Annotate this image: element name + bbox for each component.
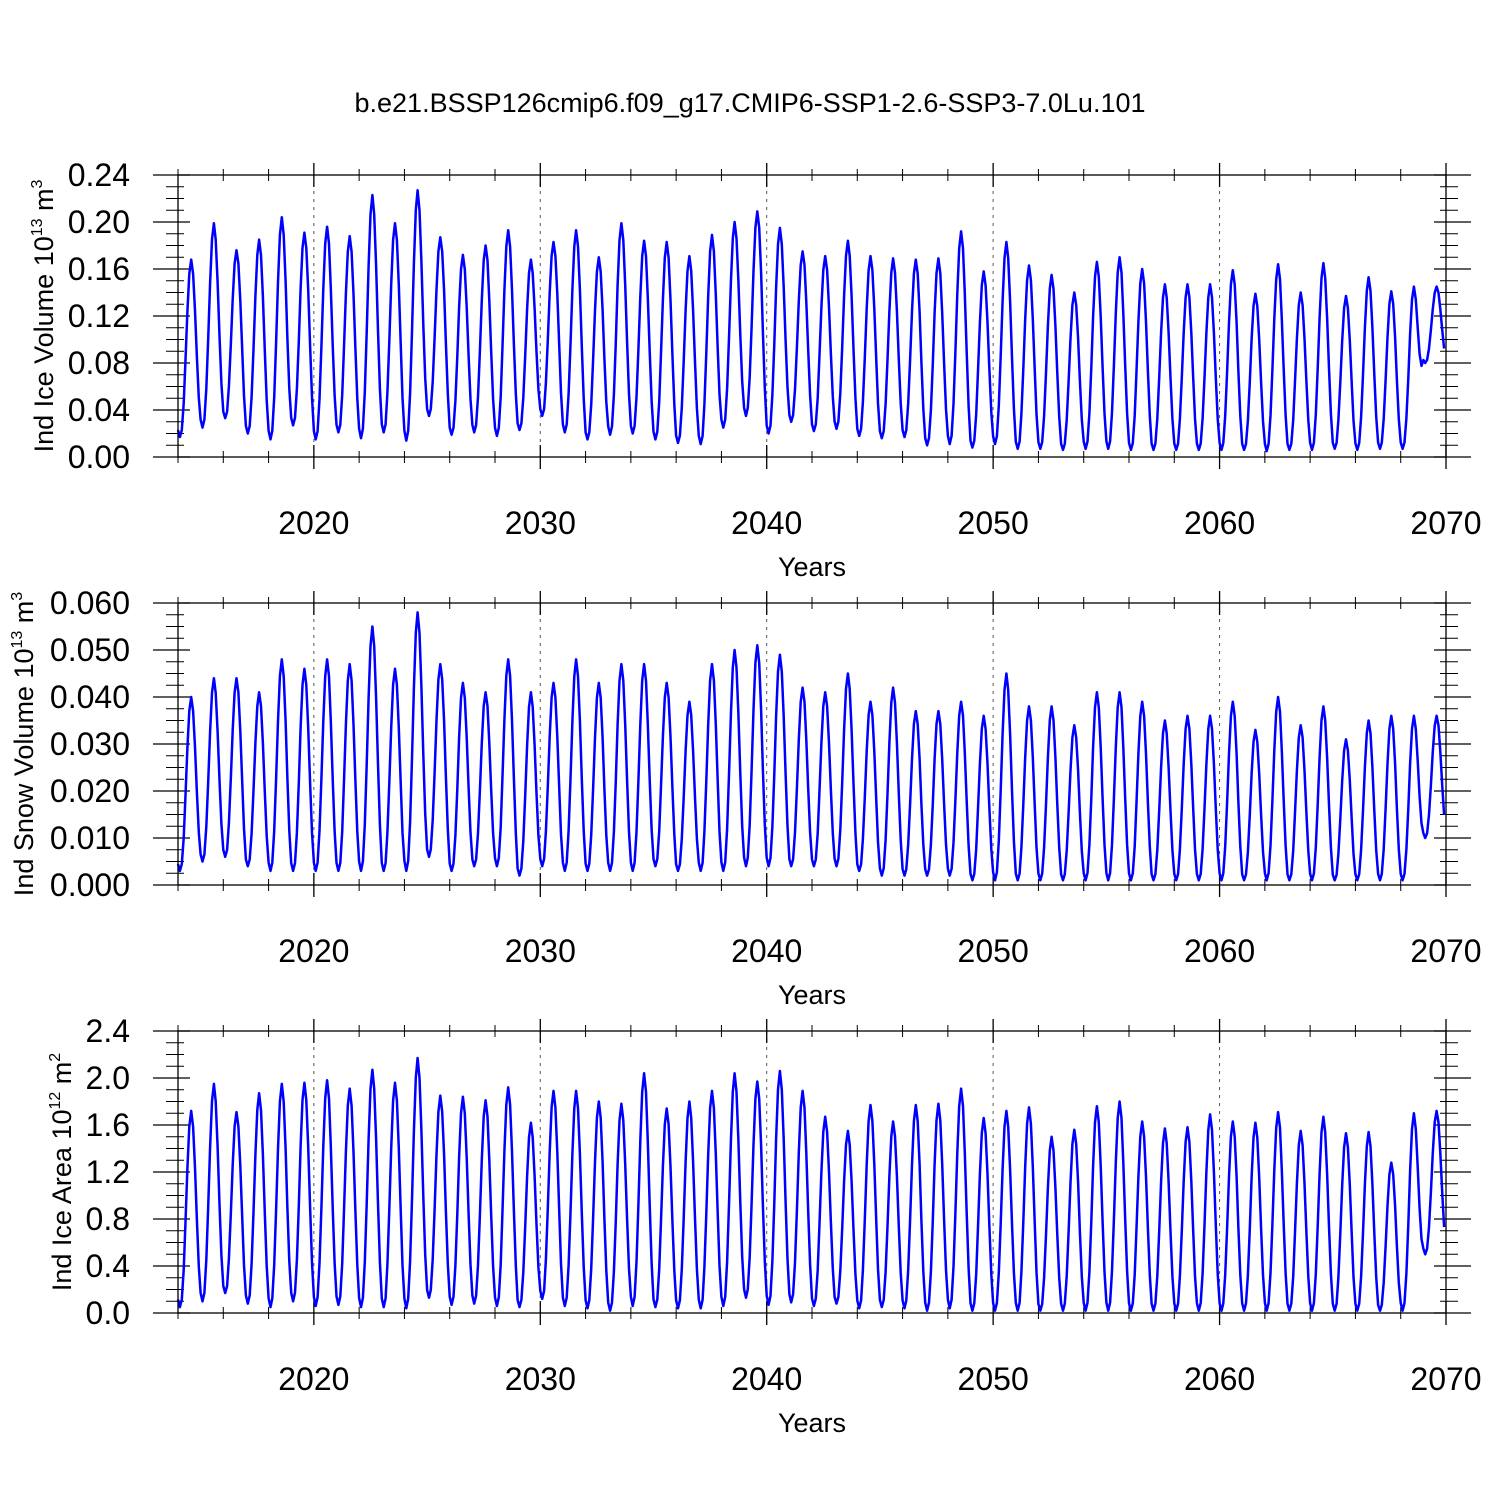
panel-snow-volume: 0.000 0.010 0.020 0.030 0.040 0.050 0.060 2020… [9, 585, 1482, 1010]
ice-volume-ylabel-exp: 13 [29, 218, 46, 236]
ice-area-ylabel-unit: m [47, 1062, 77, 1092]
ice-area-ytick-label: 0.0 [86, 1295, 130, 1331]
snow-volume-ytick-label: 0.040 [50, 679, 130, 715]
ice-area-ytick-label: 0.4 [86, 1248, 130, 1284]
ice-volume-x-axis-label: Years [778, 552, 846, 582]
snow-volume-ylabel-exp: 13 [9, 631, 26, 649]
ice-volume-series-line [176, 189, 1446, 453]
snow-volume-series-line [176, 611, 1446, 882]
ice-area-ylabel-exp: 12 [47, 1092, 64, 1110]
snow-volume-ytick-label: 0.030 [50, 726, 130, 762]
ice-volume-ytick-label: 0.04 [68, 392, 130, 428]
snow-volume-ylabel-unit-exp: 3 [9, 592, 26, 601]
ice-volume-ytick-label: 0.20 [68, 204, 130, 240]
snow-volume-xtick-label: 2070 [1410, 933, 1481, 969]
ice-volume-ytick-label: 0.08 [68, 345, 130, 381]
snow-volume-xtick-label: 2050 [958, 933, 1029, 969]
ice-volume-ytick-label: 0.24 [68, 157, 130, 193]
ice-area-ytick-label: 2.0 [86, 1060, 130, 1096]
snow-volume-xtick-label: 2060 [1184, 933, 1255, 969]
snow-volume-xtick-label: 2040 [731, 933, 802, 969]
snow-volume-ytick-label: 0.010 [50, 820, 130, 856]
ice-volume-ylabel-text: Ind Ice Volume 10 [29, 236, 59, 452]
ice-volume-xtick-label: 2070 [1410, 505, 1481, 541]
ice-volume-y-axis-label: Ind Ice Volume 1013 m3 [29, 179, 59, 452]
snow-volume-ytick-label: 0.050 [50, 632, 130, 668]
snow-volume-x-axis-label: Years [778, 980, 846, 1010]
ice-area-ytick-label: 2.4 [86, 1013, 130, 1049]
ice-volume-xtick-label: 2060 [1184, 505, 1255, 541]
snow-volume-ytick-label: 0.020 [50, 773, 130, 809]
ice-volume-xtick-label: 2050 [958, 505, 1029, 541]
ice-area-ytick-label: 1.6 [86, 1107, 130, 1143]
ice-area-ytick-label: 1.2 [86, 1154, 130, 1190]
ice-area-plot-frame [177, 1030, 1447, 1314]
snow-volume-y-axis-label: Ind Snow Volume 1013 m3 [9, 592, 39, 896]
ice-volume-ytick-label: 0.16 [68, 251, 130, 287]
ice-area-y-axis-label: Ind Ice Area 1012 m2 [47, 1053, 77, 1291]
ice-volume-xtick-label: 2020 [278, 505, 349, 541]
ice-volume-ytick-label: 0.00 [68, 439, 130, 475]
snow-volume-xtick-label: 2030 [505, 933, 576, 969]
ice-area-xtick-label: 2050 [958, 1361, 1029, 1397]
snow-volume-ytick-label: 0.060 [50, 585, 130, 621]
ice-volume-ytick-label: 0.12 [68, 298, 130, 334]
ice-area-xtick-label: 2040 [731, 1361, 802, 1397]
ice-area-x-axis-label: Years [778, 1408, 846, 1438]
figure-title: b.e21.BSSP126cmip6.f09_g17.CMIP6-SSP1-2.… [355, 88, 1146, 118]
ice-area-ylabel-unit-exp: 2 [47, 1053, 64, 1062]
snow-volume-ytick-label: 0.000 [50, 867, 130, 903]
ice-volume-plot-frame [177, 174, 1447, 458]
snow-volume-ylabel-unit: m [9, 601, 39, 631]
snow-volume-plot-frame [177, 602, 1447, 886]
ice-area-xtick-label: 2030 [505, 1361, 576, 1397]
ice-area-xtick-label: 2060 [1184, 1361, 1255, 1397]
ice-area-xtick-label: 2020 [278, 1361, 349, 1397]
snow-volume-xtick-label: 2020 [278, 933, 349, 969]
panel-ice-volume: 0.00 0.04 0.08 0.12 0.16 0.20 0.24 2020 2030 204… [29, 157, 1482, 582]
ice-volume-xtick-label: 2040 [731, 505, 802, 541]
ice-area-xtick-label: 2070 [1410, 1361, 1481, 1397]
panel-ice-area: 0.0 0.4 0.8 1.2 1.6 2.0 2.4 2020 2030 2040 2050 20… [47, 1013, 1482, 1438]
ice-area-ytick-label: 0.8 [86, 1201, 130, 1237]
ice-volume-ylabel-unit-exp: 3 [29, 179, 46, 188]
ice-volume-xtick-label: 2030 [505, 505, 576, 541]
ice-volume-ylabel-unit: m [29, 188, 59, 218]
ice-area-series-line [176, 1056, 1446, 1312]
ice-area-ylabel-text: Ind Ice Area 10 [47, 1110, 77, 1292]
snow-volume-ylabel-text: Ind Snow Volume 10 [9, 649, 39, 897]
